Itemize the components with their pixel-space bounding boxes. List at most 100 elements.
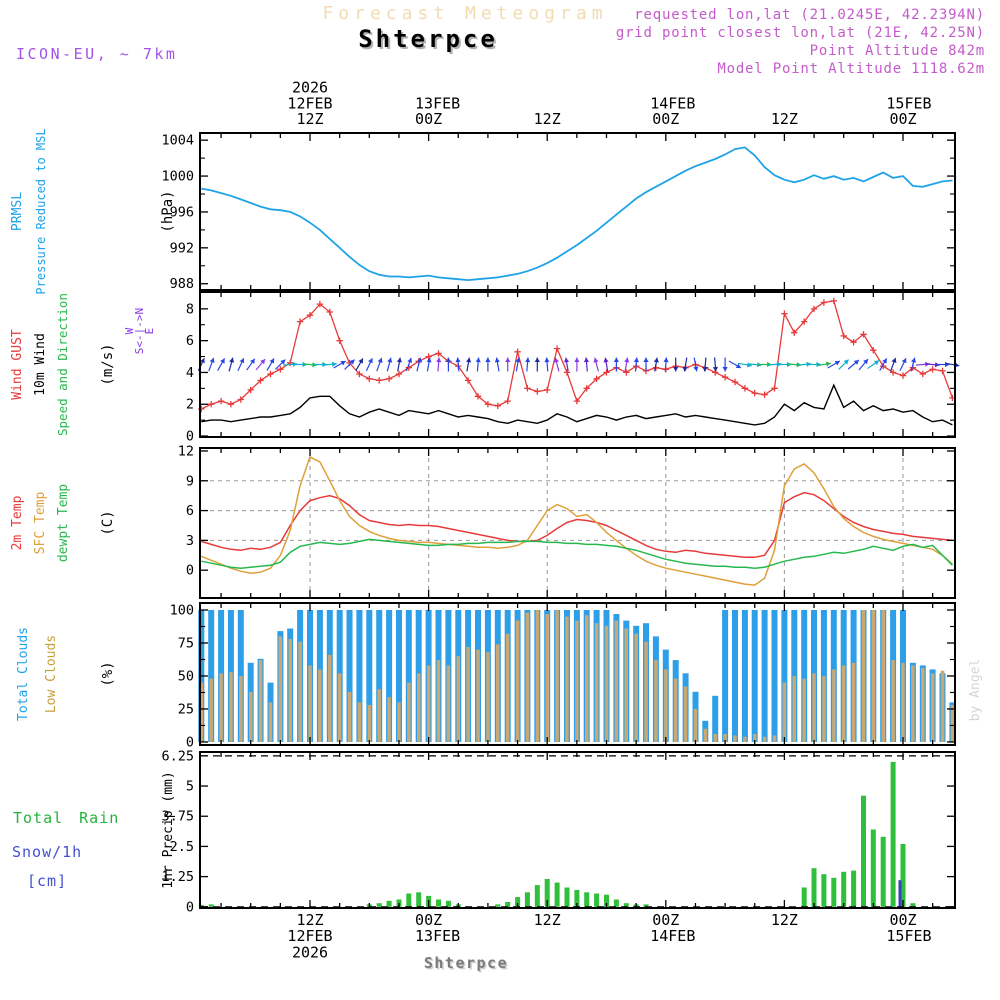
time-label-top: 00Z: [889, 110, 916, 128]
pressure-y-tick-label: 996: [170, 204, 194, 220]
temp-panel-frame: [199, 447, 956, 599]
wind-y-tick-label: 6: [186, 333, 194, 349]
time-label-top: 00Z: [415, 110, 442, 128]
time-label-top: 12Z: [771, 110, 798, 128]
date-label-top: 13FEB: [415, 95, 460, 113]
requested-coords-line: requested lon,lat (21.0245E, 42.2394N): [634, 7, 985, 23]
precip-panel-frame: [199, 751, 956, 909]
wind-y-tick-label: 0: [186, 429, 194, 445]
model-label: ICON-EU, ~ 7km: [16, 45, 178, 63]
wind-10m-line: [201, 383, 953, 426]
wind-panel-frame: [199, 291, 956, 438]
p1-axis-title: Pressure Reduced to MSL: [34, 128, 48, 294]
cm-unit-label: [cm]: [27, 872, 68, 890]
date-label-bottom: 15FEB: [886, 927, 931, 945]
snow-bars: [898, 880, 902, 907]
precip-y-tick-label: 6.25: [161, 748, 194, 764]
pressure-line: [201, 146, 953, 282]
pressure-y-tick-label: 988: [170, 276, 194, 292]
point-altitude-line: Point Altitude 842m: [809, 43, 985, 59]
compass-east: E: [143, 328, 156, 335]
temp-sfc-line: [201, 455, 953, 586]
request-info-block: requested lon,lat (21.0245E, 42.2394N) g…: [616, 6, 985, 78]
page-title: Forecast Meteogram: [322, 3, 608, 24]
year-label-top: 2026: [292, 79, 328, 97]
wind-y-tick-label: 2: [186, 397, 194, 413]
pressure-panel-frame: [199, 132, 956, 291]
wind-direction-arrows: [197, 357, 960, 372]
grid-point-line: grid point closest lon,lat (21E, 42.25N): [615, 25, 985, 41]
p2-axis-title: 10m Wind: [33, 333, 48, 396]
clouds-y-tick-label: 50: [178, 668, 194, 684]
precip-y-tick-label: 5: [186, 779, 194, 795]
wind-gust-line: [201, 300, 954, 410]
p4-axis-title: Low Clouds: [44, 635, 59, 713]
date-label-bottom: 14FEB: [650, 927, 695, 945]
watermark: by Angel: [968, 659, 983, 722]
total-label: Total: [13, 809, 64, 827]
time-label-bottom: 12Z: [771, 911, 798, 929]
temp-y-tick-label: 0: [186, 563, 194, 579]
clouds-y-tick-label: 100: [170, 602, 194, 618]
footer-station-label: Shterpce: [423, 954, 509, 972]
temp-y-tick-label: 3: [186, 533, 194, 549]
date-label-top: 12FEB: [287, 95, 332, 113]
rain-bars: [198, 761, 916, 907]
wind-y-tick-label: 4: [186, 365, 194, 381]
compass-axis: S<-|->N: [133, 308, 146, 354]
snow-label: Snow/1h: [12, 843, 83, 861]
wind-gust-markers: [198, 297, 956, 413]
p2-axis-title: (m/s): [100, 343, 116, 385]
p3-axis-title: dewpt Temp: [56, 484, 71, 562]
date-label-top: 15FEB: [886, 95, 931, 113]
p2-axis-title: Wind GUST: [10, 329, 25, 400]
date-label-bottom: 13FEB: [415, 927, 460, 945]
time-label-bottom: 00Z: [889, 911, 916, 929]
date-label-top: 14FEB: [650, 95, 695, 113]
pressure-y-tick-label: 992: [170, 240, 194, 256]
rain-label: Rain: [79, 809, 120, 827]
p3-axis-title: (C): [100, 510, 116, 535]
precip-rain-legend: Total Rain: [13, 809, 119, 827]
clouds-y-tick-label: 25: [178, 701, 194, 717]
p3-axis-title: 2m Temp: [10, 495, 25, 550]
wind-y-tick-label: 8: [186, 301, 194, 317]
temp-gridlines: [202, 450, 953, 596]
year-label-bottom: 2026: [292, 944, 328, 962]
time-label-top: 00Z: [652, 110, 679, 128]
temp-y-tick-label: 12: [178, 443, 194, 459]
time-label-top: 12Z: [534, 110, 561, 128]
precip-y-tick-label: 2.5: [170, 839, 194, 855]
station-title: Shterpce: [358, 25, 498, 53]
date-label-bottom: 12FEB: [287, 927, 332, 945]
precip-y-tick-label: 0: [186, 899, 194, 915]
p3-axis-title: SFC Temp: [33, 492, 48, 555]
precip-y-tick-label: 3.75: [161, 809, 194, 825]
temp-y-tick-label: 9: [186, 473, 194, 489]
time-label-bottom: 00Z: [415, 911, 442, 929]
clouds-y-tick-label: 0: [186, 734, 194, 750]
pressure-y-tick-label: 1004: [161, 133, 194, 149]
temp-2m-line: [201, 491, 953, 559]
temp-dewpoint-line: [201, 538, 953, 569]
p5-axis-title: 1hr Precip (mm): [161, 771, 176, 888]
time-label-bottom: 12Z: [534, 911, 561, 929]
time-label-bottom: 00Z: [652, 911, 679, 929]
p1-axis-title: (hPa): [160, 190, 176, 232]
pressure-y-tick-label: 1000: [161, 169, 194, 185]
time-label-top: 12Z: [296, 110, 323, 128]
low-clouds-bars: [199, 610, 955, 742]
model-altitude-line: Model Point Altitude 1118.62m: [717, 61, 985, 77]
time-label-bottom: 12Z: [296, 911, 323, 929]
p2-axis-title: Speed and Direction: [55, 293, 70, 436]
clouds-panel-frame: [199, 602, 956, 746]
compass-west: W: [123, 327, 136, 334]
p4-axis-title: Total Clouds: [16, 627, 31, 721]
p1-axis-title: PRMSL: [10, 192, 25, 231]
temp-y-tick-label: 6: [186, 503, 194, 519]
clouds-y-tick-label: 75: [178, 635, 194, 651]
precip-y-tick-label: 1.25: [161, 869, 194, 885]
p4-axis-title: (%): [100, 661, 116, 686]
